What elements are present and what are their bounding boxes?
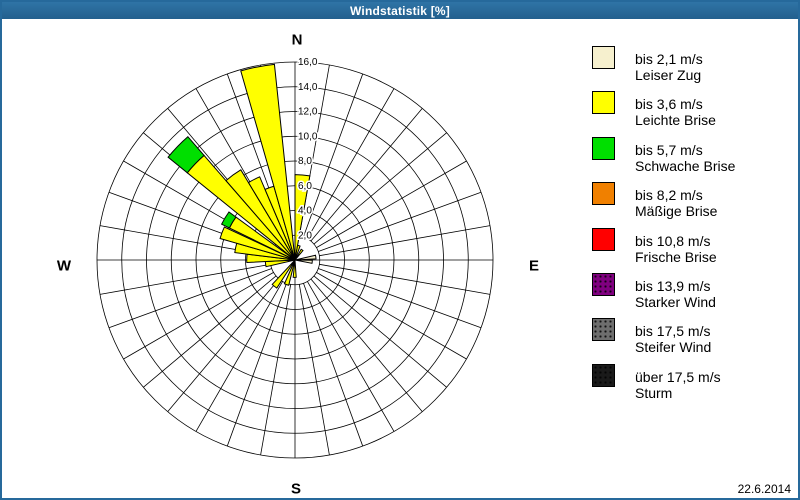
wind-petal-segment [225,169,296,261]
legend-label: Starker Wind [635,294,716,310]
compass-label-east: E [528,257,540,275]
legend-swatch [592,136,615,160]
grid-spoke [260,284,292,456]
wind-petal-segment [220,211,237,229]
grid-spoke [195,281,283,432]
grid-spoke [298,284,330,456]
legend-swatch [592,273,615,296]
grid-spoke [313,275,447,388]
legend-text: bis 13,9 m/s Starker Wind [635,278,716,310]
wind-petal-segment [294,174,311,261]
grid-spoke [319,225,491,257]
legend-label: Schwache Brise [635,157,736,174]
wind-petal-segment [240,63,296,261]
grid-spoke [307,281,395,432]
legend-label: Mäßige Brise [635,203,718,220]
date-stamp: 22.6.2014 [737,482,791,496]
legend-label: Frische Brise [635,248,717,265]
legend-text: bis 3,6 m/s Leichte Brise [635,96,716,128]
wind-petal-segment [167,136,205,174]
compass-label-north: N [291,31,303,49]
legend-swatch [592,227,615,251]
radial-tick-label: 12,0 [298,107,318,118]
window-title: Windstatistik [%] [350,3,450,18]
legend-label: Sturm [635,384,673,401]
legend-text: bis 10,8 m/s Frische Brise [635,233,717,265]
wind-petal-segment [271,259,296,289]
grid-spoke [226,283,287,447]
wind-petal-segment [294,254,317,261]
radial-tick-label: 16,0 [298,57,318,68]
polar-grid [96,61,494,459]
legend-speed: bis 8,2 m/s [635,187,703,204]
legend-swatch [592,91,615,115]
grid-spoke [167,278,280,412]
legend-text: bis 17,5 m/s Steifer Wind [635,323,711,355]
legend-text: über 17,5 m/s Sturm [635,369,721,401]
legend-speed: bis 17,5 m/s [635,323,711,340]
wind-petal-segment [294,248,304,261]
radial-tick-labels: 2,0 4,0 6,0 8,0 10,0 12,0 14,0 16,0 [297,56,320,243]
legend-text: bis 2,1 m/s Leiser Zug [635,51,703,83]
grid-spoke [316,272,467,360]
wind-petal-segment [292,259,297,278]
grid-spoke [310,108,423,242]
grid-spoke [303,73,364,237]
radial-tick-label: 8,0 [298,156,312,167]
petals [167,63,317,289]
radial-tick-label: 14,0 [298,82,318,93]
legend-label: Steifer Wind [635,339,712,356]
title-bar: Windstatistik [%] [2,2,798,19]
legend-swatch [592,318,615,342]
wind-petal-segment [219,226,296,261]
legend-text: bis 5,7 m/s Schwache Brise [635,142,735,174]
grid-spoke [319,263,491,295]
grid-spoke [99,263,271,295]
legend-swatch [592,363,615,387]
grid-spoke [318,191,482,252]
legend-speed: bis 2,1 m/s [635,51,703,67]
legend-text: bis 8,2 m/s Mäßige Brise [635,187,717,219]
wind-petal-segment [283,259,296,286]
radial-tick-label: 2,0 [298,230,312,241]
wind-petal-segment [294,259,313,264]
legend-swatch [592,46,615,69]
grid-spoke [108,268,272,329]
grid-spoke [307,88,395,239]
legend-speed: über 17,5 m/s [635,368,721,385]
grid-spoke [310,278,423,412]
legend-speed: bis 3,6 m/s [635,96,703,113]
grid-spoke [316,160,467,248]
radial-tick-label: 6,0 [298,181,312,192]
wind-petal-segment [294,244,301,261]
legend-label: Leiser Zug [635,67,702,83]
grid-spoke [123,272,274,360]
grid-spoke [303,283,364,447]
legend-label: Leichte Brise [635,112,716,129]
grid-spoke [313,132,447,245]
compass-label-west: W [56,257,72,275]
radial-tick-label: 4,0 [298,206,312,217]
grid-spoke [143,275,277,388]
wind-petal-segment [247,176,296,261]
legend-speed: bis 10,8 m/s [635,232,711,249]
legend-speed: bis 5,7 m/s [635,141,703,158]
legend-swatch [592,182,615,206]
legend-speed: bis 13,9 m/s [635,278,711,294]
compass-label-south: S [290,480,302,498]
radial-tick-label: 10,0 [298,131,318,142]
grid-spoke [318,268,482,329]
